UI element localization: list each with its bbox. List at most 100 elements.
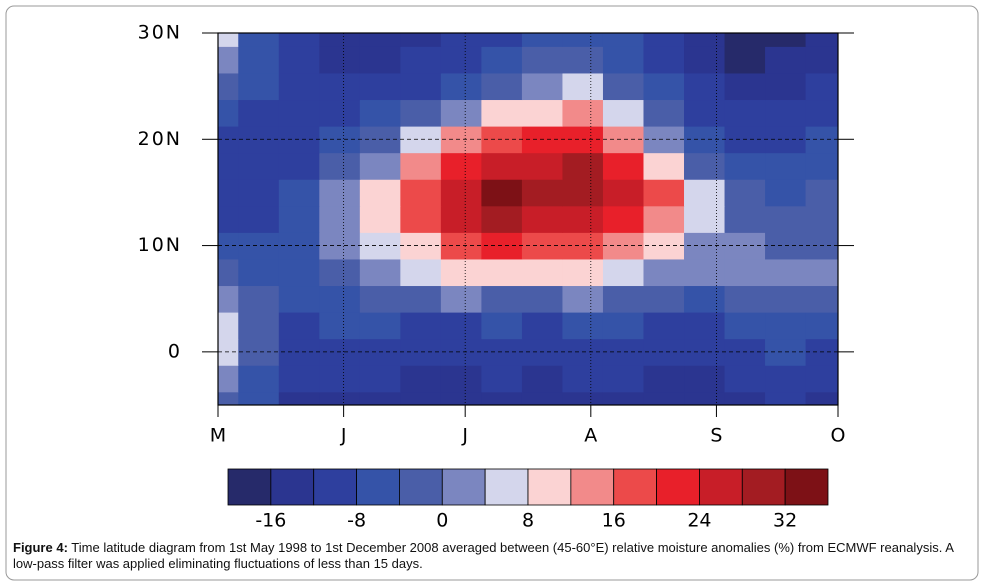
contour-cell — [218, 179, 239, 207]
contour-cell — [238, 33, 280, 47]
contour-cell — [562, 179, 604, 207]
colorbar-swatch — [527, 468, 572, 506]
contour-cell — [218, 258, 239, 287]
contour-cell — [440, 46, 482, 74]
contour-cell — [218, 33, 239, 47]
contour-cell — [765, 258, 807, 287]
contour-cell — [440, 126, 482, 154]
contour-cell — [359, 72, 401, 101]
contour-cell — [218, 152, 239, 180]
contour-cell — [238, 365, 280, 393]
contour-cell — [481, 205, 523, 233]
contour-cell — [278, 205, 320, 233]
contour-cell — [218, 72, 239, 101]
contour-cell — [805, 46, 838, 74]
contour-cell — [440, 72, 482, 101]
contour-cell — [521, 99, 564, 127]
contour-cell — [562, 285, 604, 313]
contour-cell — [765, 72, 807, 101]
contour-cell — [278, 46, 320, 74]
contour-cell — [562, 391, 604, 405]
contour-cell — [319, 179, 361, 207]
colorbar-label: 0 — [436, 510, 448, 532]
contour-cell — [684, 33, 726, 47]
contour-cell — [602, 205, 645, 233]
contour-cell — [278, 152, 320, 180]
contour-cell — [359, 258, 401, 287]
contour-cell — [278, 72, 320, 101]
contour-field — [218, 33, 838, 405]
contour-cell — [805, 258, 838, 287]
contour-cell — [684, 99, 726, 127]
contour-cell — [521, 33, 564, 47]
contour-cell — [359, 285, 401, 313]
contour-cell — [521, 391, 564, 405]
contour-cell — [724, 365, 766, 393]
contour-cell — [481, 46, 523, 74]
contour-cell — [643, 99, 685, 127]
contour-cell — [218, 285, 239, 313]
colorbar-swatch — [570, 468, 615, 506]
contour-cell — [218, 312, 239, 340]
colorbar-label: 24 — [687, 510, 711, 532]
contour-cell — [238, 258, 280, 287]
contour-cell — [562, 365, 604, 393]
contour-cell — [724, 72, 766, 101]
colorbar-swatch — [356, 468, 400, 506]
contour-cell — [238, 232, 280, 260]
contour-cell — [602, 126, 645, 154]
contour-cell — [724, 179, 766, 207]
contour-cell — [684, 258, 726, 287]
y-tick-label: 20N — [138, 128, 182, 150]
contour-cell — [440, 312, 482, 340]
contour-cell — [481, 258, 523, 287]
contour-cell — [440, 258, 482, 287]
contour-cell — [400, 205, 442, 233]
contour-cell — [643, 338, 685, 366]
contour-cell — [602, 365, 645, 393]
contour-cell — [562, 33, 604, 47]
contour-cell — [643, 205, 685, 233]
caption: Figure 4: Time latitude diagram from 1st… — [13, 540, 973, 572]
contour-cell — [805, 391, 838, 405]
x-tick-label: O — [831, 425, 846, 447]
x-tick-label: J — [461, 425, 468, 447]
contour-cell — [805, 205, 838, 233]
contour-cell — [319, 391, 361, 405]
x-tick-label: J — [340, 425, 347, 447]
x-tick-label: A — [584, 425, 597, 447]
contour-cell — [278, 312, 320, 340]
contour-cell — [400, 99, 442, 127]
contour-cell — [440, 205, 482, 233]
contour-cell — [319, 72, 361, 101]
contour-cell — [602, 72, 645, 101]
contour-cell — [359, 152, 401, 180]
contour-cell — [765, 391, 807, 405]
contour-cell — [359, 391, 401, 405]
contour-cell — [684, 152, 726, 180]
contour-cell — [805, 179, 838, 207]
colorbar-label: 8 — [522, 510, 534, 532]
contour-cell — [218, 365, 239, 393]
contour-cell — [238, 338, 280, 366]
contour-cell — [481, 99, 523, 127]
contour-cell — [400, 46, 442, 74]
contour-cell — [359, 312, 401, 340]
contour-cell — [521, 365, 564, 393]
contour-cell — [724, 152, 766, 180]
contour-cell — [684, 365, 726, 393]
contour-cell — [724, 258, 766, 287]
contour-cell — [238, 99, 280, 127]
contour-cell — [765, 285, 807, 313]
contour-cell — [643, 232, 685, 260]
contour-cell — [278, 365, 320, 393]
contour-cell — [765, 312, 807, 340]
contour-cell — [319, 46, 361, 74]
colorbar-swatch — [399, 468, 443, 506]
contour-cell — [724, 99, 766, 127]
contour-cell — [765, 33, 807, 47]
contour-cell — [238, 126, 280, 154]
contour-cell — [562, 312, 604, 340]
